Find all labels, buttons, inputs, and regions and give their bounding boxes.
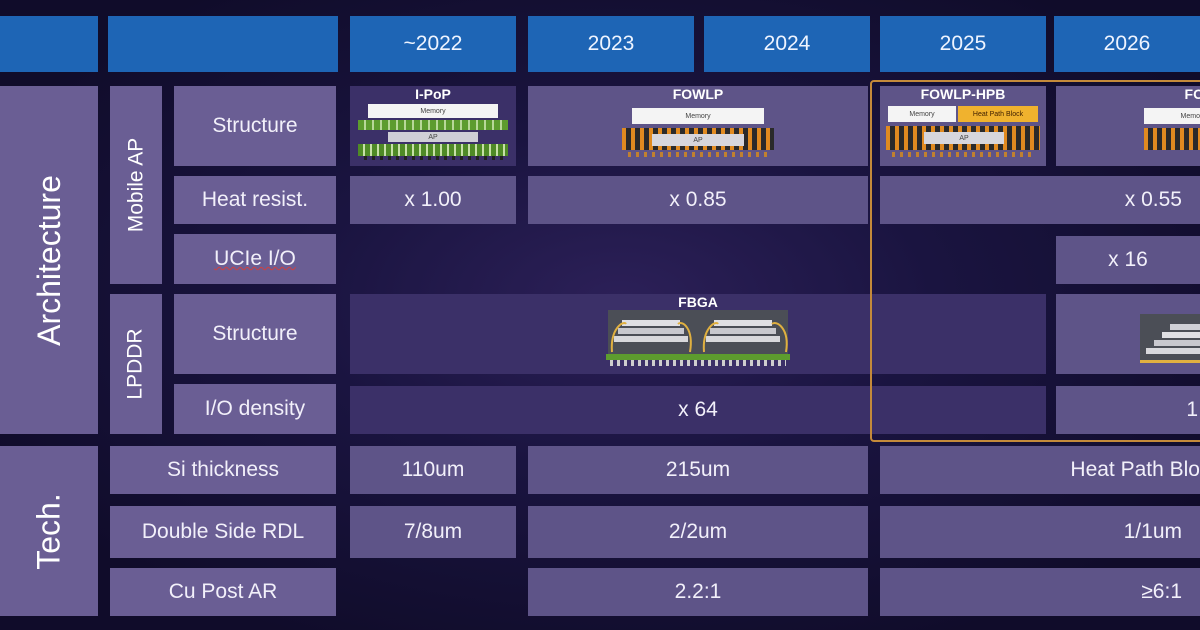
cell-rdl-2022: 7/8um xyxy=(350,506,516,558)
cell-io-density-2026-value: 1 xyxy=(1186,398,1198,421)
year-header-2023: 2023 xyxy=(528,16,694,72)
fowlp-2026-title: FO xyxy=(1184,86,1200,102)
row-label-si-thickness: Si thickness xyxy=(110,446,336,494)
fowlp-hpb-title: FOWLP-HPB xyxy=(920,86,1006,102)
subsection-lpddr: LPDDR xyxy=(110,294,162,434)
row-label-heat-resist: Heat resist. xyxy=(174,176,336,224)
row-label-ucie-io-text: UCIe I/O xyxy=(214,247,296,270)
cell-rdl-2023: 2/2um xyxy=(528,506,868,558)
fowlp-hpb-package: FOWLP-HPB Memory Heat Path Block AP xyxy=(884,86,1042,164)
cell-cu-2025: ≥6:1 xyxy=(880,568,1200,616)
cell-si-2023: 215um xyxy=(528,446,868,494)
row-label-ap-structure: Structure xyxy=(174,86,336,166)
section-tech: Tech. xyxy=(0,446,98,616)
row-label-io-density: I/O density xyxy=(174,384,336,434)
cell-heat-2022: x 1.00 xyxy=(350,176,516,224)
fowlp-title: FOWLP xyxy=(672,86,724,102)
fowlp-hpb-heat-path-block: Heat Path Block xyxy=(958,106,1038,122)
subsection-lpddr-label: LPDDR xyxy=(124,328,147,400)
row-label-ucie-io: UCIe I/O xyxy=(174,234,336,284)
year-header-2024: 2024 xyxy=(704,16,870,72)
cell-rdl-2025: 1/1um xyxy=(880,506,1200,558)
cell-si-2022: 110um xyxy=(350,446,516,494)
cell-heat-2025: x 0.55 xyxy=(880,176,1200,224)
ipop-title: I-PoP xyxy=(415,86,451,102)
fowlp-hpb-memory: Memory xyxy=(888,106,956,122)
year-header-2022: ~2022 xyxy=(350,16,516,72)
fbga-title: FBGA xyxy=(678,294,718,310)
cell-heat-2023: x 0.85 xyxy=(528,176,868,224)
lpddr-2026-package xyxy=(1140,310,1200,372)
subsection-mobile-ap: Mobile AP xyxy=(110,86,162,284)
fowlp-2026-memory: Memo xyxy=(1144,108,1200,124)
fowlp-package: FOWLP Memory AP xyxy=(618,86,778,164)
section-architecture-label: Architecture xyxy=(30,174,67,346)
ipop-ap: AP xyxy=(388,132,478,142)
cell-ucie-2026: x 16 xyxy=(1056,236,1200,284)
year-header-2026: 2026 xyxy=(1054,16,1200,72)
fowlp-ap: AP xyxy=(652,134,744,146)
year-header-2025: 2025 xyxy=(880,16,1046,72)
fbga-package: FBGA xyxy=(604,292,792,374)
fowlp-2026-package: FO Memo xyxy=(1140,86,1200,164)
row-label-lpddr-structure: Structure xyxy=(174,294,336,374)
fowlp-memory: Memory xyxy=(632,108,764,124)
header-corner-2 xyxy=(108,16,338,72)
cell-cu-2023: 2.2:1 xyxy=(528,568,868,616)
subsection-mobile-ap-label: Mobile AP xyxy=(124,137,147,233)
fowlp-hpb-ap: AP xyxy=(924,132,1004,144)
row-label-cu-post-ar: Cu Post AR xyxy=(110,568,336,616)
header-corner-1 xyxy=(0,16,98,72)
section-architecture: Architecture xyxy=(0,86,98,434)
section-tech-label: Tech. xyxy=(30,492,67,570)
highlight-frame-2025 xyxy=(870,80,1200,442)
cell-io-density-main: x 64 xyxy=(350,386,1046,434)
row-label-double-side-rdl: Double Side RDL xyxy=(110,506,336,558)
ipop-memory: Memory xyxy=(368,104,498,118)
cell-si-2025: Heat Path Blo xyxy=(880,446,1200,494)
cell-io-density-2026: 1 xyxy=(1056,386,1200,434)
ipop-package: I-PoP Memory AP xyxy=(354,86,512,164)
cell-ap-structure-2026 xyxy=(1056,86,1200,166)
